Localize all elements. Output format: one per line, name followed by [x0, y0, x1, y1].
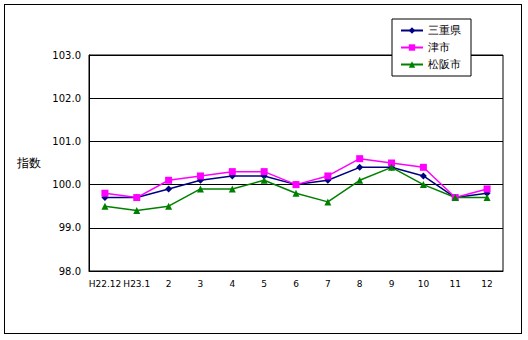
svg-text:100.0: 100.0 — [52, 179, 81, 190]
svg-text:6: 6 — [293, 279, 299, 289]
svg-text:99.0: 99.0 — [59, 222, 81, 233]
svg-text:103.0: 103.0 — [52, 50, 81, 61]
svg-text:12: 12 — [481, 279, 492, 289]
svg-text:三重県: 三重県 — [428, 24, 461, 37]
svg-text:7: 7 — [325, 279, 331, 289]
svg-text:指数: 指数 — [16, 156, 41, 170]
svg-text:2: 2 — [166, 279, 172, 289]
svg-text:H22.12: H22.12 — [89, 279, 122, 289]
svg-text:8: 8 — [357, 279, 363, 289]
svg-text:10: 10 — [418, 279, 430, 289]
svg-text:4: 4 — [229, 279, 235, 289]
svg-text:5: 5 — [261, 279, 267, 289]
svg-text:9: 9 — [389, 279, 395, 289]
svg-text:102.0: 102.0 — [52, 93, 81, 104]
svg-text:101.0: 101.0 — [52, 136, 81, 147]
svg-text:98.0: 98.0 — [59, 266, 81, 277]
svg-text:H23.1: H23.1 — [123, 279, 150, 289]
svg-text:松阪市: 松阪市 — [428, 58, 461, 71]
svg-text:3: 3 — [198, 279, 204, 289]
svg-text:11: 11 — [450, 279, 461, 289]
svg-text:津市: 津市 — [428, 41, 450, 54]
